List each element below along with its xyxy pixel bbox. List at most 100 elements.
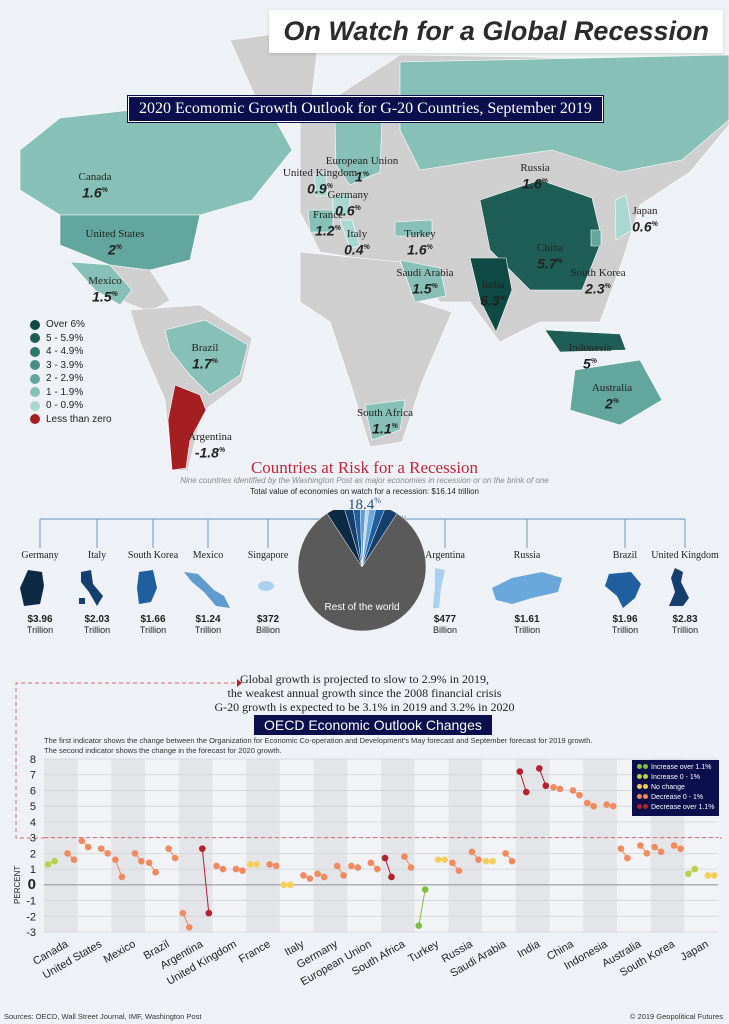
category-band	[482, 759, 516, 932]
legend-dot-icon	[637, 764, 642, 769]
risk-pie-chart: Rest of the world	[39, 510, 686, 632]
map-country-value: 2.3%	[585, 280, 611, 297]
point-canada-2020-may	[64, 850, 71, 857]
legend-label: Less than zero	[46, 413, 112, 425]
map-japan	[614, 194, 633, 241]
legend-dot-icon	[637, 784, 642, 789]
point-indonesia-2019-may	[583, 799, 591, 807]
risk-country-unit: Trillion	[26, 625, 54, 635]
map-country-name: Australia	[591, 382, 633, 394]
point-brazil-2019-september	[152, 868, 159, 876]
risk-country-name: Germany	[21, 550, 59, 561]
point-italy-2019-may	[280, 881, 288, 889]
point-brazil-2019-may	[145, 859, 153, 867]
legend-swatch-icon	[30, 333, 40, 344]
map-country-value: 1%	[354, 168, 370, 185]
point-brazil-2020-september	[171, 854, 179, 862]
point-italy-2020-may	[300, 872, 307, 879]
point-germany-2020-september	[340, 872, 347, 879]
map-indonesia	[544, 329, 627, 353]
risk-country-united-kingdom: United Kingdom $2.83 Trillion	[650, 550, 720, 635]
map-label-japan: Japan 0.6%	[632, 206, 658, 235]
map-legend: Over 6% 5 - 5.9% 4 - 4.9% 3 - 3.9% 2 - 2.9% 1…	[30, 318, 112, 426]
y-tick-label: 5	[30, 801, 36, 813]
y-tick-label: 1	[30, 864, 36, 876]
chart-title: OECD Economic Outlook Changes	[254, 715, 492, 735]
legend-label: 4 - 4.9%	[46, 346, 84, 357]
legend-label: 3 - 3.9%	[46, 359, 84, 371]
point-germany-2019-may	[314, 870, 321, 878]
risk-country-value: $477	[433, 614, 457, 625]
legend-label: Over 6%	[46, 319, 85, 330]
map-label-germany: Germany 0.6%	[328, 190, 369, 219]
point-united-states-2020-may	[97, 845, 105, 852]
risk-country-name: South Korea	[127, 550, 179, 561]
point-germany-2020-may	[333, 862, 341, 870]
risk-country-unit: Trillion	[194, 625, 222, 635]
chart-legend-label: No change	[651, 784, 685, 791]
legend-swatch-icon	[30, 346, 40, 357]
y-tick-label: 4	[30, 817, 36, 829]
map-country-name: European Union	[325, 155, 399, 167]
legend-dot-icon	[643, 794, 648, 799]
risk-total: Total value of economies on watch for a …	[249, 487, 479, 496]
category-band	[246, 759, 280, 932]
category-band	[212, 759, 247, 932]
point-japan-2019-may	[685, 870, 692, 878]
y-tick-label: -3	[26, 927, 36, 939]
y-tick-label: 0	[28, 876, 36, 893]
point-united-kingdom-2020-september	[239, 867, 246, 874]
y-tick-label: 2	[30, 848, 36, 860]
chart-legend-item: Increase 0 - 1%	[637, 773, 714, 783]
map-china	[479, 179, 603, 291]
category-band	[583, 759, 617, 932]
map-country-value: 1.1%	[372, 420, 398, 437]
x-tick-label: Japan	[679, 938, 711, 963]
point-indonesia-2019-september	[590, 802, 597, 810]
point-italy-2019-september	[287, 881, 294, 889]
legend-swatch-icon	[30, 319, 40, 330]
risk-percent: 18.4%	[0, 496, 729, 514]
risk-percent-unit: %	[374, 496, 381, 505]
map-country-value: 5%	[582, 355, 598, 372]
point-united-states-2019-september	[84, 843, 92, 851]
legend-item: 5 - 5.9%	[30, 332, 112, 346]
chart-legend-item: Increase over 1.1%	[637, 763, 714, 773]
point-mexico-2020-may	[131, 850, 139, 857]
point-mexico-2020-september	[138, 857, 145, 865]
pie-slice-germany	[326, 510, 363, 568]
united-kingdom-silhouette-icon	[669, 568, 689, 606]
risk-country-name: Argentina	[425, 550, 465, 561]
legend-label: 2 - 2.9%	[46, 373, 84, 384]
point-australia-2019-september	[624, 854, 631, 862]
map-label-united-kingdom: United Kingdom 0.9%	[283, 168, 357, 197]
map-south-africa	[364, 399, 406, 441]
map-country-name: Argentina	[188, 431, 232, 443]
legend-dot-icon	[637, 794, 642, 799]
category-band	[347, 759, 381, 932]
legend-dot-icon	[637, 774, 642, 779]
chart-legend-label: Increase over 1.1%	[651, 764, 712, 771]
category-band	[44, 759, 78, 932]
map-subtitle: 2020 Ecomomic Growth Outlook for G-20 Co…	[127, 95, 604, 123]
map-country-value: 6.3%	[480, 292, 506, 309]
risk-country-brazil: Brazil $1.96 Trillion	[590, 550, 660, 635]
global-growth-line2: the weakest annual growth since the 2008…	[227, 686, 502, 700]
chart-legend-label: Increase 0 - 1%	[651, 774, 701, 781]
map-country-value: 5.7%	[537, 255, 563, 272]
point-france-2019-may	[246, 861, 254, 868]
map-label-russia: Russia 1.6%	[520, 163, 549, 192]
map-country-value: 1.5%	[412, 280, 438, 297]
map-label-india: India 6.3%	[480, 280, 506, 309]
point-mexico-2019-september	[118, 873, 126, 881]
map-turkey	[394, 219, 433, 237]
point-japan-2019-september	[691, 865, 699, 873]
point-european-union-2019-may	[348, 862, 355, 870]
legend-item: Less than zero	[30, 413, 112, 427]
map-label-france: France 1.2%	[313, 210, 343, 239]
point-australia-2019-may	[617, 845, 625, 852]
point-saudi-arabia-2020-september	[508, 857, 516, 865]
legend-item: 1 - 1.9%	[30, 386, 112, 400]
page-title: On Watch for a Global Recession	[269, 10, 723, 53]
legend-item: 3 - 3.9%	[30, 359, 112, 373]
